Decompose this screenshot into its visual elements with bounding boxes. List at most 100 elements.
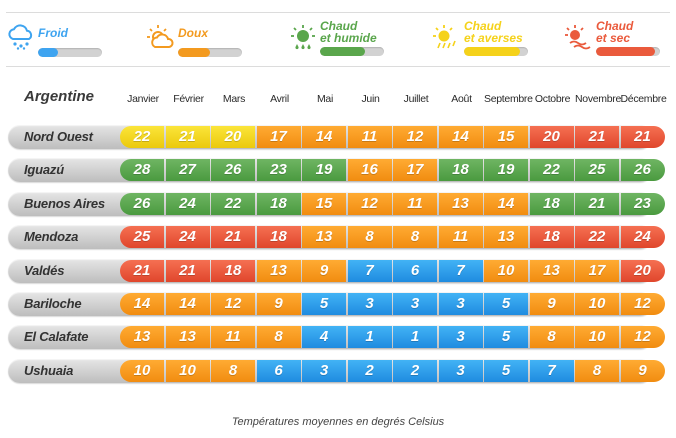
temperature-cell: 14 [165, 293, 210, 315]
temperature-cell: 13 [484, 226, 528, 249]
temperature-cell: 13 [165, 326, 210, 349]
month-header: Mai [316, 93, 334, 105]
temperature-cell: 3 [347, 293, 392, 315]
temperature-cell: 13 [302, 226, 346, 249]
month-header: Avril [270, 93, 289, 105]
legend-color-fill [178, 48, 210, 57]
temperature-cell: 21 [211, 226, 255, 249]
legend-label: Froid [38, 26, 68, 40]
temperature-cell: 5 [484, 359, 528, 382]
legend-label: Chaud [464, 19, 502, 33]
temperature-cell: 8 [529, 326, 574, 349]
temperature-cell: 15 [302, 192, 346, 215]
temperature-cell: 22 [575, 226, 619, 249]
temperature-cell: 3 [302, 359, 346, 382]
temperature-cell: 18 [529, 226, 574, 249]
temperature-cell: 9 [302, 259, 346, 282]
temperature-cell: 11 [438, 226, 483, 249]
month-header: Décembre [620, 93, 667, 105]
legend-item-mild: Doux [146, 18, 258, 62]
legend-color-bar [320, 47, 384, 56]
temperature-cell: 4 [302, 326, 346, 349]
legend-label: Chaud [596, 19, 634, 33]
temperature-cell: 8 [393, 226, 437, 249]
month-header: Septembre [484, 93, 533, 105]
region-label: El Calafate [24, 329, 89, 345]
temperature-cell: 8 [211, 359, 255, 382]
temperature-cell: 17 [256, 126, 301, 148]
temperature-cell: 22 [120, 126, 164, 148]
temperature-cell: 23 [256, 159, 301, 182]
temperature-cell: 2 [393, 359, 437, 382]
temperature-cell: 5 [302, 293, 346, 315]
temperature-cell: 3 [393, 293, 437, 315]
temperature-cell: 12 [347, 192, 392, 215]
temperature-cell: 12 [620, 326, 665, 349]
temperature-cell: 25 [120, 226, 164, 249]
temperature-cell: 13 [120, 326, 164, 349]
temperature-cell: 13 [438, 192, 483, 215]
region-label: Valdés [24, 262, 65, 278]
temperature-cell: 10 [484, 259, 528, 282]
month-header: Mars [222, 93, 246, 105]
temperature-cell: 23 [620, 192, 665, 215]
temperature-cell: 1 [347, 326, 392, 349]
temperature-cell: 5 [484, 326, 528, 349]
temperature-cell: 21 [165, 126, 210, 148]
temperature-cell: 7 [438, 259, 483, 282]
legend-label-line2: et humide [320, 31, 377, 45]
temperature-cell: 27 [165, 159, 210, 182]
temperature-cell: 10 [575, 326, 619, 349]
temperature-cell: 17 [393, 159, 437, 182]
temperature-cell: 7 [529, 359, 574, 382]
temperature-cell: 16 [347, 159, 392, 182]
temperature-cell: 20 [620, 259, 665, 282]
legend-item-showers: Chaud et averses [432, 18, 544, 62]
temperature-cell: 15 [484, 126, 528, 148]
temperature-cell: 21 [620, 126, 665, 148]
month-header: Août [451, 93, 472, 105]
temperature-cell: 10 [575, 293, 619, 315]
temperature-cell: 13 [529, 259, 574, 282]
temperature-cell: 21 [120, 259, 164, 282]
temperature-cell: 18 [211, 259, 255, 282]
sun-rain-icon [288, 24, 318, 50]
region-label: Buenos Aires [24, 195, 105, 211]
chart-title: Argentine [24, 88, 95, 105]
month-header: Juin [361, 93, 380, 105]
legend-color-fill [596, 47, 655, 56]
region-label: Mendoza [24, 229, 79, 245]
temperature-cell: 26 [211, 159, 255, 182]
legend-item-dry: Chaud et sec [564, 18, 676, 62]
temperature-cell: 1 [393, 326, 437, 349]
temperature-cell: 9 [256, 293, 301, 315]
temperature-cell: 9 [529, 293, 574, 315]
temperature-cell: 13 [256, 259, 301, 282]
legend-item-cold: Froid [6, 18, 118, 62]
temperature-cell: 6 [393, 259, 437, 282]
temperature-cell: 18 [529, 192, 574, 215]
legend-label-line2: et sec [596, 31, 631, 45]
temperature-cell: 3 [438, 326, 483, 349]
temperature-cell: 20 [211, 126, 255, 148]
temperature-cell: 2 [347, 359, 392, 382]
legend-color-bar [38, 48, 102, 57]
temperature-cell: 18 [438, 159, 483, 182]
temperature-cell: 3 [438, 359, 483, 382]
temperature-cell: 24 [165, 226, 210, 249]
temperature-cell: 12 [620, 293, 665, 315]
temperature-cell: 12 [211, 293, 255, 315]
legend-item-humid: Chaud et humide [288, 18, 400, 62]
temperature-cell: 5 [484, 293, 528, 315]
temperature-cell: 14 [302, 126, 346, 148]
sun-cloud-icon [146, 24, 176, 50]
region-label: Ushuaia [24, 362, 74, 378]
legend-divider-bottom [6, 66, 670, 67]
temperature-cell: 26 [620, 159, 665, 182]
legend-divider-top [6, 12, 670, 13]
temperature-cell: 17 [575, 259, 619, 282]
month-header: Novembre [575, 93, 622, 105]
temperature-cell: 8 [256, 326, 301, 349]
temperature-cell: 14 [438, 126, 483, 148]
temperature-cell: 21 [575, 126, 619, 148]
